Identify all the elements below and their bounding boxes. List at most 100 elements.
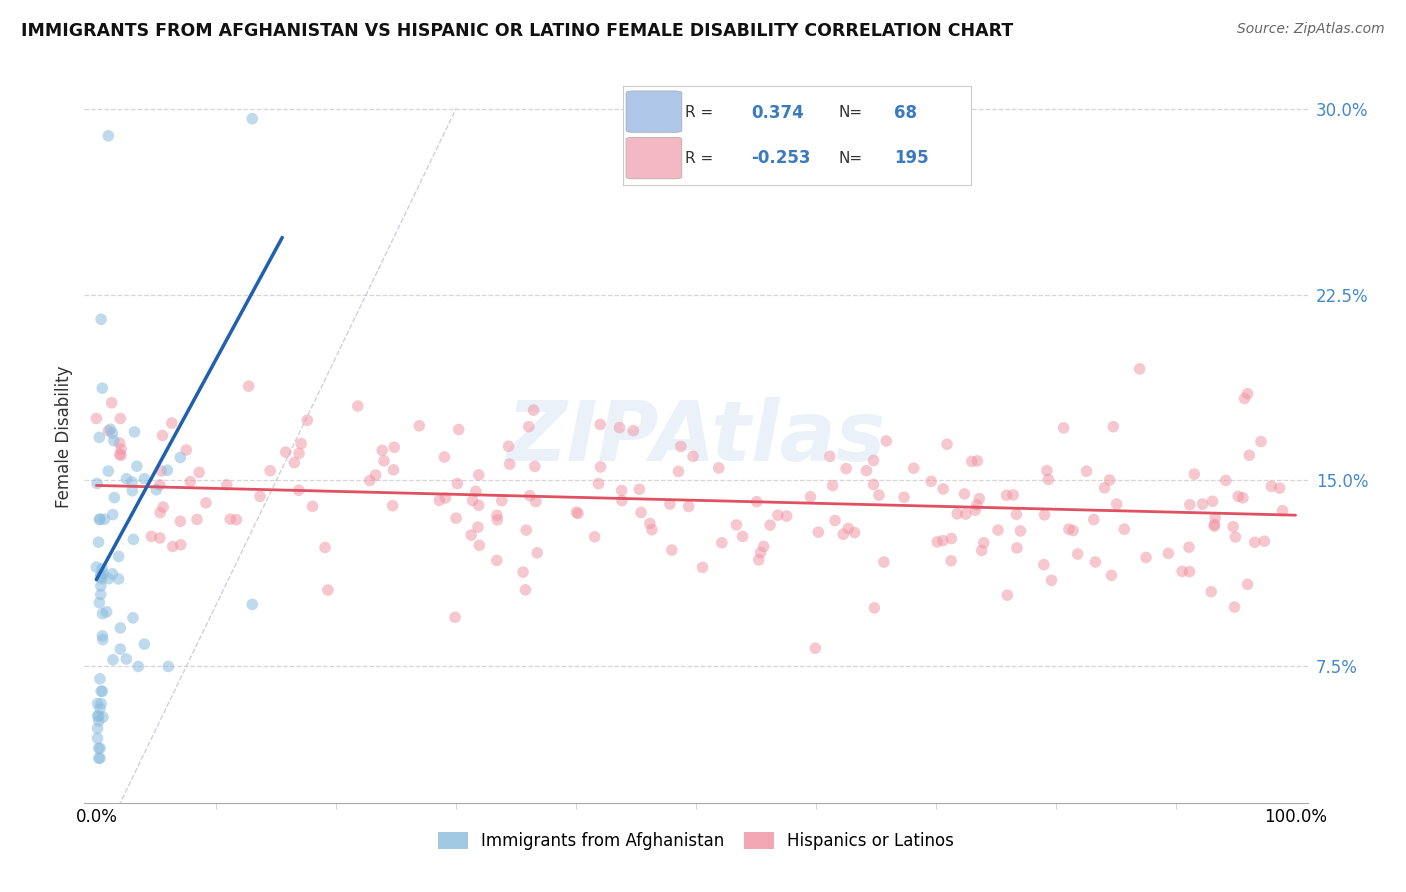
Point: [766, 508, 789, 522]
Point: [149, 531, 172, 545]
Point: [101, 508, 124, 522]
Point: [141, 529, 163, 543]
Point: [215, 478, 238, 492]
Point: [87, 714, 110, 728]
Point: [467, 520, 489, 534]
Point: [524, 494, 547, 508]
Point: [873, 555, 896, 569]
Point: [86, 697, 108, 711]
Point: [628, 483, 651, 497]
Point: [491, 493, 513, 508]
Point: [468, 467, 491, 482]
Point: [134, 472, 156, 486]
Point: [725, 517, 748, 532]
Point: [855, 464, 877, 478]
Point: [1105, 497, 1128, 511]
Point: [1178, 498, 1201, 512]
Point: [832, 527, 855, 541]
Point: [97, 572, 120, 586]
Point: [100, 422, 122, 436]
Point: [157, 659, 180, 673]
Point: [290, 436, 312, 450]
Point: [110, 642, 132, 657]
Point: [862, 477, 884, 491]
Point: [936, 437, 959, 451]
Point: [460, 528, 482, 542]
Point: [1178, 540, 1201, 554]
Point: [903, 461, 925, 475]
Point: [707, 461, 730, 475]
Point: [1084, 555, 1107, 569]
Point: [225, 513, 247, 527]
Point: [1204, 519, 1226, 533]
Point: [150, 464, 173, 478]
Point: [238, 379, 260, 393]
Point: [775, 509, 797, 524]
Point: [464, 484, 486, 499]
Point: [517, 419, 540, 434]
Point: [837, 521, 859, 535]
Point: [515, 523, 537, 537]
Point: [875, 434, 897, 448]
Point: [89, 751, 111, 765]
Point: [89, 512, 111, 526]
Text: IMMIGRANTS FROM AFGHANISTAN VS HISPANIC OR LATINO FEMALE DISABILITY CORRELATION : IMMIGRANTS FROM AFGHANISTAN VS HISPANIC …: [21, 22, 1014, 40]
Point: [91, 566, 114, 581]
Point: [609, 420, 631, 434]
Point: [523, 403, 546, 417]
Point: [1052, 421, 1074, 435]
Point: [108, 436, 131, 450]
Point: [1038, 472, 1060, 486]
Point: [731, 529, 754, 543]
Point: [86, 411, 108, 425]
Point: [447, 423, 470, 437]
Point: [1032, 558, 1054, 572]
Point: [669, 439, 692, 453]
Point: [589, 459, 612, 474]
Point: [682, 450, 704, 464]
Point: [364, 468, 387, 483]
Point: [1236, 386, 1258, 401]
Point: [1271, 504, 1294, 518]
Point: [152, 500, 174, 514]
Point: [90, 568, 112, 582]
Point: [110, 442, 132, 456]
Point: [176, 442, 198, 457]
Point: [1076, 464, 1098, 478]
Point: [1040, 574, 1063, 588]
Point: [966, 454, 988, 468]
Point: [91, 632, 114, 647]
Point: [1227, 489, 1250, 503]
Point: [939, 554, 962, 568]
Point: [893, 490, 915, 504]
Point: [844, 525, 866, 540]
Point: [1178, 565, 1201, 579]
Point: [523, 459, 546, 474]
Point: [86, 709, 108, 723]
Point: [121, 475, 143, 489]
Point: [90, 684, 112, 698]
Point: [946, 507, 969, 521]
Point: [249, 489, 271, 503]
Point: [519, 489, 541, 503]
Point: [658, 497, 681, 511]
Point: [818, 450, 841, 464]
Point: [87, 741, 110, 756]
Point: [283, 456, 305, 470]
Point: [1114, 522, 1136, 536]
Point: [90, 697, 112, 711]
Point: [1201, 494, 1223, 508]
Point: [485, 508, 508, 523]
Point: [567, 507, 589, 521]
Point: [1101, 568, 1123, 582]
Point: [941, 532, 963, 546]
Point: [807, 525, 830, 540]
Point: [145, 483, 167, 497]
Point: [149, 478, 172, 492]
Point: [1066, 547, 1088, 561]
Point: [461, 493, 484, 508]
Point: [259, 464, 281, 478]
Point: [103, 434, 125, 448]
Point: [288, 446, 311, 460]
Point: [987, 523, 1010, 537]
